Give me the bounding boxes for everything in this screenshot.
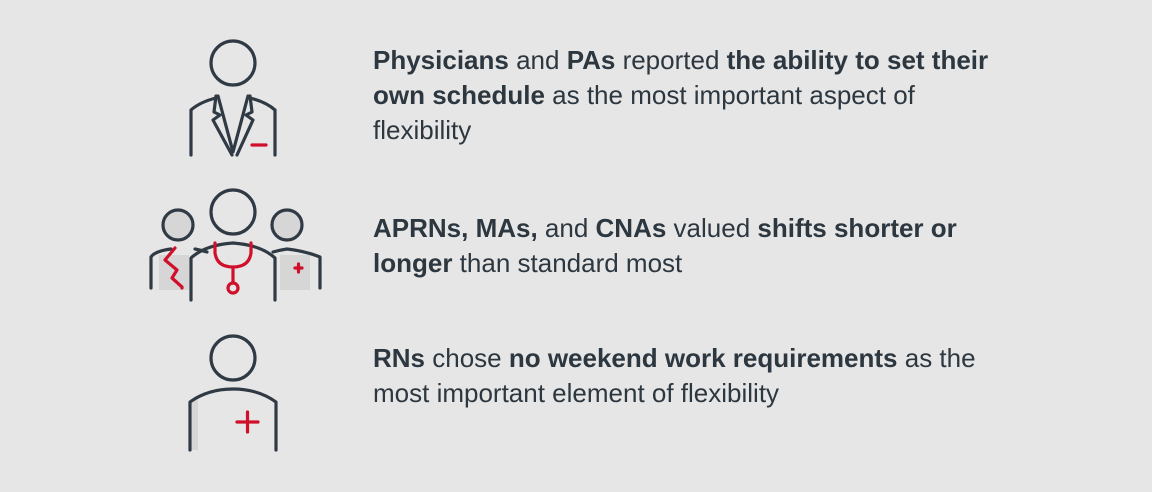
highlight-text: CNAs [595, 213, 667, 243]
body-text: and [537, 213, 596, 243]
highlight-text: PAs [566, 45, 616, 75]
body-text: valued [666, 213, 758, 243]
body-text: than standard most [452, 248, 683, 278]
highlight-text: RNs [373, 343, 426, 373]
nurse-icon [188, 334, 278, 452]
body-text: reported [615, 45, 727, 75]
body-text: as the most important aspect of flexibil… [373, 80, 915, 145]
care-team-icon [149, 188, 322, 302]
finding-aprns-mas-cnas: APRNs, MAs, and CNAs valued shifts short… [373, 211, 1013, 281]
highlight-text: the ability to set their own schedule [373, 45, 989, 110]
finding-physicians: Physicians and PAs reported the ability … [373, 43, 1013, 148]
body-text: as the most important element of flexibi… [373, 343, 976, 408]
finding-rns: RNs chose no weekend work requirements a… [373, 341, 1013, 411]
highlight-text: Physicians [373, 45, 509, 75]
highlight-text: APRNs, MAs, [373, 213, 538, 243]
highlight-text: no weekend work requirements [508, 343, 898, 373]
physician-icon [189, 39, 277, 157]
body-text: chose [425, 343, 509, 373]
highlight-text: shifts shorter or longer [373, 213, 957, 278]
body-text: and [508, 45, 567, 75]
